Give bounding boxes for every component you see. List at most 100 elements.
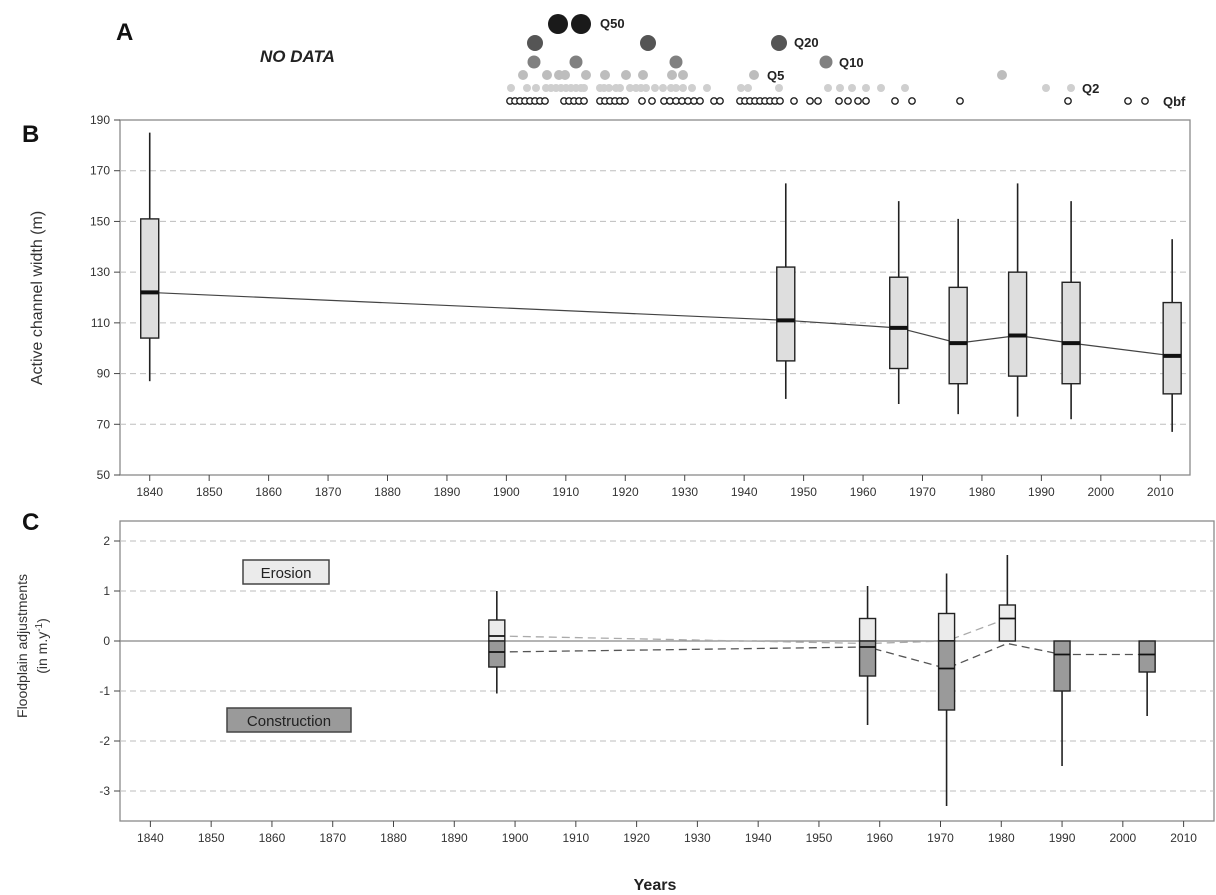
x-tick-label: 1970 [927,831,954,845]
flood-marker-q50 [548,14,568,34]
flood-marker-qbf [541,97,549,105]
y-tick-label: -1 [99,684,110,698]
flood-marker-q2 [1067,84,1075,92]
construction-box [1138,640,1156,673]
erosion-box [488,619,506,642]
flood-marker-q2 [862,84,870,92]
median-trend-line-construction [496,642,1148,670]
flood-marker-q5 [667,70,677,80]
box-box [1162,301,1182,395]
flood-marker-q2 [744,84,752,92]
x-tick-label: 1950 [806,831,833,845]
x-tick-label: 1850 [198,831,225,845]
flood-marker-q2 [901,84,909,92]
flood-marker-q2 [672,84,680,92]
flood-marker-qbf [716,97,724,105]
flood-marker-q2 [848,84,856,92]
flood-marker-qbf [806,97,814,105]
flood-marker-qbf [1141,97,1149,105]
flood-marker-q2 [688,84,696,92]
flood-marker-qbf [844,97,852,105]
median-trend-line-erosion [496,617,1008,645]
flood-marker-q2 [836,84,844,92]
x-tick-label: 1840 [137,831,164,845]
construction-box [937,640,956,711]
x-tick-label: 2010 [1147,485,1174,499]
flood-marker-q50 [571,14,591,34]
flood-marker-q2 [642,84,650,92]
y-tick-label: 70 [97,417,111,431]
x-tick-label: 1960 [866,831,893,845]
construction-box [488,640,506,668]
box-box [948,286,968,385]
flood-marker-q2 [580,84,588,92]
x-tick-label: 1870 [315,485,342,499]
x-tick-label: 2000 [1109,831,1136,845]
erosion-box [937,612,956,642]
flood-marker-qbf [1064,97,1072,105]
x-tick-label: 1860 [255,485,282,499]
box-box [140,218,160,339]
panel-c-y-axis-label: Floodplain adjustments [14,574,30,718]
flood-marker-q10 [569,55,583,69]
x-tick-label: 1920 [623,831,650,845]
x-tick-label: 1930 [671,485,698,499]
flood-label-q5: Q5 [767,68,784,83]
x-tick-label: 1860 [259,831,286,845]
x-tick-label: 1990 [1049,831,1076,845]
flood-marker-q5 [542,70,552,80]
panel-letter-a: A [116,19,133,46]
flood-marker-q20 [527,35,543,51]
y-tick-label: 130 [90,265,110,279]
flood-marker-q2 [703,84,711,92]
flood-marker-qbf [814,97,822,105]
flood-marker-q5 [621,70,631,80]
x-tick-label: 1930 [684,831,711,845]
x-tick-label: 1970 [909,485,936,499]
flood-marker-qbf [776,97,784,105]
no-data-label: NO DATA [260,47,335,66]
flood-marker-q10 [527,55,541,69]
panel-letter-b: B [22,121,39,148]
panel-c-y-axis-unit: (in m.y-1) [34,618,51,674]
x-tick-label: 1990 [1028,485,1055,499]
x-tick-label: 1910 [552,485,579,499]
legend-construction-label: Construction [247,713,331,730]
y-tick-label: 190 [90,113,110,127]
x-tick-label: 1980 [969,485,996,499]
x-tick-label: 1900 [493,485,520,499]
x-axis-title: Years [634,877,677,894]
flood-marker-q5 [638,70,648,80]
flood-marker-q2 [651,84,659,92]
flood-marker-q10 [819,55,833,69]
y-tick-label: 0 [103,634,110,648]
y-tick-label: 50 [97,468,111,482]
flood-marker-q2 [737,84,745,92]
legend-erosion: Erosion [242,559,330,585]
x-tick-label: 1840 [136,485,163,499]
box-box [1007,271,1028,377]
flood-marker-qbf [862,97,870,105]
erosion-box [858,617,877,642]
panel-letter-c: C [22,509,39,536]
y-tick-label: 1 [103,584,110,598]
flood-label-q50: Q50 [600,16,625,31]
flood-marker-q5 [997,70,1007,80]
panel-c-chart: -3 -2 -1 0 1 2 1840 1850 1860 1870 1880 1890 1900 191… [99,520,1215,845]
flood-marker-q5 [749,70,759,80]
flood-marker-qbf [790,97,798,105]
flood-marker-q2 [659,84,667,92]
construction-box [858,640,877,677]
x-tick-label: 1980 [988,831,1015,845]
y-tick-label: 170 [90,164,110,178]
panel-b-chart: 50 70 90 110 130 150 170 190 1840 1850 1860 1870 188… [90,113,1191,499]
x-tick-label: 2000 [1087,485,1114,499]
x-tick-label: 1880 [380,831,407,845]
y-tick-label: 90 [97,367,111,381]
flood-marker-qbf [891,97,899,105]
y-tick-label: 2 [103,534,110,548]
box-box [1061,281,1081,385]
flood-marker-q5 [678,70,688,80]
flood-marker-q2 [523,84,531,92]
flood-marker-q2 [775,84,783,92]
